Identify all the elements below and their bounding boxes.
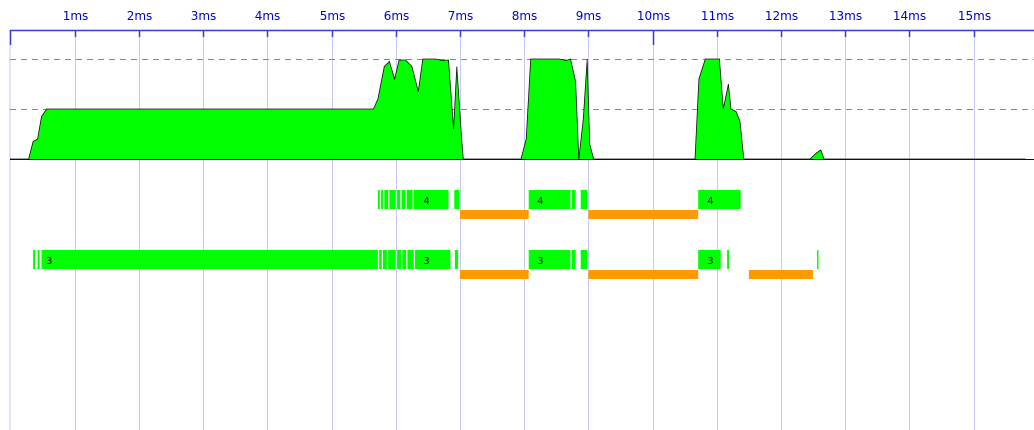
time-axis [10,30,1034,45]
tick-label-1ms: 1ms [63,9,89,23]
thread-label: 4 [707,196,713,207]
tick-label-15ms: 15ms [958,9,991,23]
busy-segment [817,250,819,269]
thread-lane-3: 3 3 3 3 [33,250,818,279]
busy-segment [572,190,576,209]
busy-segment [388,250,396,269]
busy-segment [384,190,388,209]
busy-segment [454,190,459,209]
busy-segment [381,190,383,209]
busy-segment [379,250,382,269]
busy-segment [38,250,40,269]
waiting-segment [460,270,529,279]
time-tick-labels: 1ms 2ms 3ms 4ms 5ms 6ms 7ms 8ms 9ms 10ms 11ms 12ms 1… [63,9,991,23]
busy-segment [402,190,406,209]
busy-segment [572,250,576,269]
thread-lane-4: 4 4 4 [378,190,741,219]
activity-guide-lines [10,60,1034,110]
waiting-segment [749,270,813,279]
busy-segment [407,250,413,269]
thread-label: 3 [423,256,429,267]
busy-segment [581,190,587,209]
busy-segment [698,190,740,209]
thread-label: 3 [707,256,713,267]
thread-label: 4 [537,196,543,207]
busy-segment [378,190,380,209]
tick-label-10ms: 10ms [637,9,670,23]
tick-label-2ms: 2ms [127,9,153,23]
busy-segment [529,250,571,269]
busy-segment [415,250,450,269]
tick-label-11ms: 11ms [701,9,734,23]
waiting-segment [588,270,698,279]
thread-label: 4 [423,196,429,207]
busy-segment [407,190,413,209]
tick-label-7ms: 7ms [448,9,474,23]
busy-segment [383,250,387,269]
tick-label-8ms: 8ms [512,9,538,23]
thread-label: 3 [46,256,52,267]
tick-label-9ms: 9ms [576,9,602,23]
busy-segment [455,250,458,269]
busy-segment [397,190,400,209]
thread-label: 3 [537,256,543,267]
thread-lanes: 4 4 4 3 3 3 3 [33,190,818,279]
tick-label-3ms: 3ms [191,9,217,23]
busy-segment [402,250,406,269]
tick-label-14ms: 14ms [893,9,926,23]
tick-label-4ms: 4ms [255,9,281,23]
busy-segment [397,250,401,269]
busy-segment [33,250,35,269]
busy-segment [389,190,395,209]
time-gridlines [10,30,975,430]
tick-label-5ms: 5ms [320,9,346,23]
tick-label-13ms: 13ms [829,9,862,23]
busy-segment [42,250,378,269]
waiting-segment [588,210,698,219]
busy-segment [529,190,571,209]
busy-segment [727,250,729,269]
waiting-segment [460,210,529,219]
busy-segment [414,190,449,209]
tick-label-6ms: 6ms [384,9,410,23]
busy-segment [581,250,587,269]
tick-label-12ms: 12ms [765,9,798,23]
